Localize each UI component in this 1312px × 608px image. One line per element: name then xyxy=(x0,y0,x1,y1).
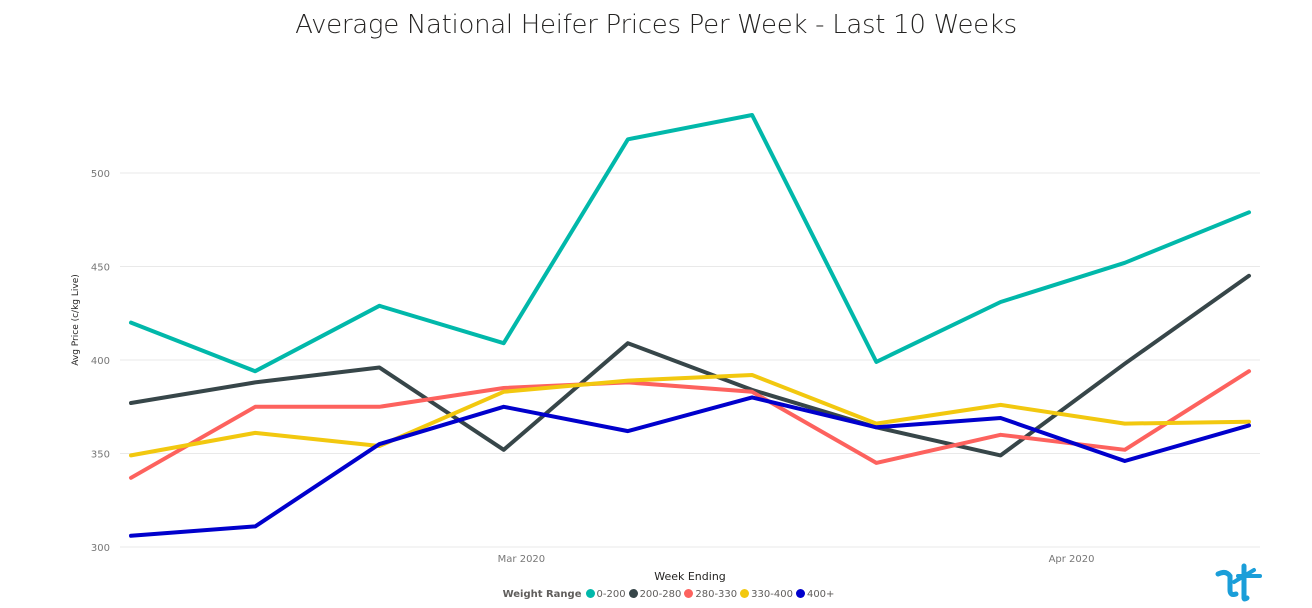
y-tick-label: 450 xyxy=(91,263,110,274)
legend-label: 400+ xyxy=(806,589,835,600)
gridlines xyxy=(120,172,1260,548)
chart-title: Average National Heifer Prices Per Week … xyxy=(295,10,1017,40)
legend-marker-icon xyxy=(795,589,805,598)
legend-marker-icon xyxy=(628,589,638,598)
x-axis-label: Week Ending xyxy=(654,570,726,583)
y-tick-label: 400 xyxy=(91,356,110,367)
legend: Weight Range 0-200 200-280 280-330 330-400 40… xyxy=(0,589,1312,600)
y-axis-label: Avg Price (c/kg Live) xyxy=(71,274,81,366)
legend-item[interactable]: 280-330 xyxy=(684,589,737,600)
legend-marker-icon xyxy=(740,589,750,598)
legend-item[interactable]: 0-200 xyxy=(585,589,626,600)
legend-marker-icon xyxy=(684,589,694,598)
y-tick-label: 500 xyxy=(91,169,110,180)
series-line-400+[interactable] xyxy=(129,395,1251,538)
legend-title: Weight Range xyxy=(502,589,582,600)
legend-label: 280-330 xyxy=(695,589,738,600)
legend-item[interactable]: 400+ xyxy=(795,589,835,600)
legend-label: 200-280 xyxy=(639,589,682,600)
x-tick-label: Apr 2020 xyxy=(1049,554,1095,565)
series-line-0-200[interactable] xyxy=(129,113,1251,374)
series-line-280-330[interactable] xyxy=(129,369,1251,480)
legend-marker-icon xyxy=(585,589,595,598)
legend-item[interactable]: 200-280 xyxy=(628,589,682,600)
y-axis-ticks: 300 350 400 450 500 xyxy=(91,169,110,554)
y-tick-label: 300 xyxy=(91,543,110,554)
series-line-330-400[interactable] xyxy=(129,373,1251,458)
y-tick-label: 350 xyxy=(91,450,110,461)
legend-item[interactable]: 330-400 xyxy=(740,589,793,600)
series-line-200-280[interactable] xyxy=(129,273,1251,458)
x-axis-ticks: Mar 2020 Apr 2020 xyxy=(498,554,1095,565)
series-lines xyxy=(129,113,1251,538)
legend-label: 330-400 xyxy=(751,589,793,600)
brand-logo-icon xyxy=(1215,563,1262,602)
legend-label: 0-200 xyxy=(596,589,626,600)
x-tick-label: Mar 2020 xyxy=(498,554,546,565)
